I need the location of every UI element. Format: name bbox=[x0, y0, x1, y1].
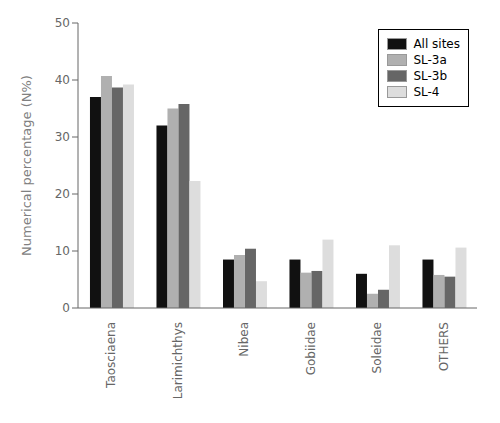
svg-text:40: 40 bbox=[55, 73, 70, 87]
svg-text:50: 50 bbox=[55, 16, 70, 30]
svg-text:Larimichthys: Larimichthys bbox=[171, 322, 185, 399]
svg-text:20: 20 bbox=[55, 187, 70, 201]
svg-text:Taosciaena: Taosciaena bbox=[104, 322, 118, 389]
svg-text:0: 0 bbox=[62, 301, 70, 315]
html-text:SL-4: SL-4 bbox=[413, 85, 440, 99]
svg-text:Gobiidae: Gobiidae bbox=[304, 322, 318, 375]
svg-text:Numerical percentage (N%): Numerical percentage (N%) bbox=[19, 75, 34, 256]
svg-text:10: 10 bbox=[55, 244, 70, 258]
html-text:SL-3a: SL-3a bbox=[413, 53, 447, 67]
svg-text:OTHERS: OTHERS bbox=[437, 322, 451, 371]
html-text:All sites: All sites bbox=[413, 37, 460, 51]
html-text:SL-3b: SL-3b bbox=[413, 69, 448, 83]
svg-text:30: 30 bbox=[55, 130, 70, 144]
svg-text:Nibea: Nibea bbox=[237, 322, 251, 357]
svg-text:Soleidae: Soleidae bbox=[370, 322, 384, 373]
